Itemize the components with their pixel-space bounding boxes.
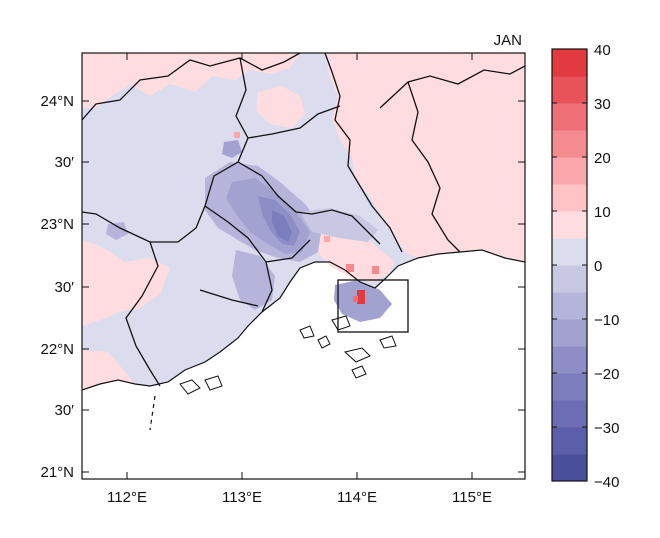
admin-boundaries xyxy=(82,53,525,387)
colorbar-cell xyxy=(552,454,587,482)
hotspot-dongguan-2 xyxy=(372,266,379,274)
colorbar-cell xyxy=(552,157,587,185)
colorbar-tick-label: 20 xyxy=(594,150,611,167)
hotspot-north xyxy=(234,132,240,138)
y-tick-label: 30′ xyxy=(55,402,75,419)
x-tick-label: 115°E xyxy=(452,489,492,506)
central-blue-darkest xyxy=(272,210,292,242)
colorbar-cell xyxy=(552,265,587,293)
colorbar-cell xyxy=(552,427,587,455)
y-tick-label: 30′ xyxy=(55,279,75,296)
colorbar-cell xyxy=(552,76,587,104)
colorbar-tick-label: −30 xyxy=(594,420,619,437)
x-tick-label: 113°E xyxy=(222,489,262,506)
x-tick-label: 112°E xyxy=(107,489,147,506)
colorbar-cell xyxy=(552,373,587,401)
month-label: JAN xyxy=(494,32,522,49)
southwest-coast-pink-region xyxy=(82,350,135,390)
colorbar-cell xyxy=(552,238,587,266)
colorbar-cell xyxy=(552,211,587,239)
colorbar-tick-label: −10 xyxy=(594,312,619,329)
colorbar-tick-label: 30 xyxy=(594,96,611,113)
northwest-blue-spot xyxy=(222,140,242,158)
west-pink-region xyxy=(82,240,170,326)
hotspots xyxy=(234,132,379,304)
map-panel xyxy=(82,53,525,431)
colorbar-cell xyxy=(552,400,587,428)
y-tick-label: 23°N xyxy=(40,216,74,233)
colorbar-cell xyxy=(552,292,587,320)
y-axis: 24°N 30′ 23°N 30′ 22°N 30′ 21°N xyxy=(40,93,525,481)
east-blue-region xyxy=(300,208,378,242)
maritime-boundary xyxy=(149,395,156,431)
colorbar-tick-label: 40 xyxy=(594,42,611,59)
north-central-pink-region xyxy=(256,86,305,128)
colorbar-tick-label: −40 xyxy=(594,474,619,491)
y-tick-label: 30′ xyxy=(55,154,75,171)
colorbar-cell xyxy=(552,130,587,158)
colorbar-cells xyxy=(552,49,587,482)
hotspot-dongguan xyxy=(346,264,354,272)
islands xyxy=(179,315,397,395)
colorbar-ticks: 40 30 20 10 0 −10 −20 −30 −40 xyxy=(552,42,619,491)
y-tick-label: 21°N xyxy=(40,464,74,481)
x-tick-label: 114°E xyxy=(337,489,377,506)
y-tick-label: 22°N xyxy=(40,341,74,358)
north-pink-region xyxy=(82,53,300,108)
y-tick-label: 24°N xyxy=(40,93,74,110)
colorbar-tick-label: −20 xyxy=(594,366,619,383)
hotspot-guangzhou xyxy=(324,236,330,242)
colorbar-tick-label: 10 xyxy=(594,204,611,221)
x-axis: 112°E 113°E 114°E 115°E xyxy=(107,53,492,506)
south-blue-region xyxy=(232,250,275,310)
colorbar-cell xyxy=(552,346,587,374)
colorbar-cell xyxy=(552,103,587,131)
colorbar: 40 30 20 10 0 −10 −20 −30 −40 xyxy=(551,42,619,491)
hotspot-shenzhen xyxy=(357,290,365,304)
colorbar-cell xyxy=(552,184,587,212)
negative-anomaly-regions xyxy=(106,140,392,322)
colorbar-cell xyxy=(552,319,587,347)
colorbar-cell xyxy=(552,49,587,77)
plot-frame xyxy=(81,52,526,480)
colorbar-tick-label: 0 xyxy=(594,258,602,275)
hong-kong-box xyxy=(337,279,409,333)
hotspot-shenzhen-2 xyxy=(353,296,358,302)
west-blue-spot xyxy=(106,222,128,240)
